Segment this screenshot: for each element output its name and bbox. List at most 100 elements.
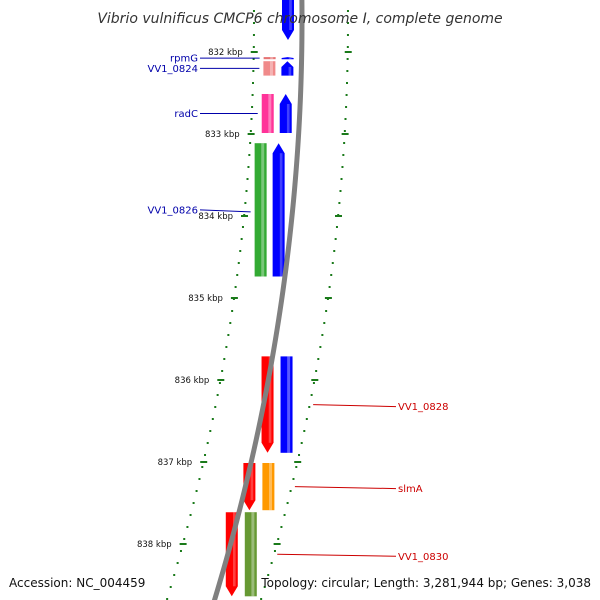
gene-vv1-0826-leader: [199, 209, 251, 213]
ring-dot: [334, 238, 337, 240]
ring-dot: [346, 70, 349, 72]
feature-rings: [225, 0, 294, 597]
ring-dot: [328, 286, 331, 288]
ring-dot: [234, 286, 237, 288]
gene-vv1-0824-cog-block-shade: [269, 61, 273, 76]
ring-dot: [323, 322, 326, 324]
ring-dot: [237, 262, 240, 264]
ring-dot: [229, 322, 232, 324]
gene-slma-cog-block[interactable]: [262, 463, 275, 511]
ring-dot: [252, 82, 255, 84]
ring-dot: [319, 346, 322, 348]
ring-dot: [166, 598, 169, 600]
ring-dot: [189, 514, 192, 516]
gene-vv1-0824-cog-block[interactable]: [263, 61, 276, 76]
ring-dot: [331, 262, 334, 264]
ring-dot: [260, 598, 263, 600]
ring-dot: [214, 406, 217, 408]
ring-dot: [249, 142, 252, 144]
ring-dot: [280, 526, 283, 528]
ring-dot: [252, 34, 255, 36]
ring-dot: [305, 418, 308, 420]
gene-rpmg-arrow[interactable]: [281, 57, 294, 60]
ring-dot: [308, 406, 311, 408]
gene-vv1-0828-cog-block[interactable]: [280, 356, 293, 453]
ring-dot: [339, 190, 342, 192]
ring-dot: [251, 106, 254, 108]
tick-label: 837 kbp: [158, 458, 193, 468]
gene-vv1-0826-label[interactable]: VV1_0826: [148, 205, 199, 216]
gene-vv1-0826-arrow[interactable]: [272, 143, 285, 277]
gene-vv1-0828-cog-block-shade: [287, 356, 291, 453]
ring-dot: [201, 466, 204, 468]
ring-dot: [223, 358, 226, 360]
ring-dot: [338, 202, 341, 204]
gene-vv1-0826-cog-block[interactable]: [254, 143, 267, 277]
gene-vv1-0830-cog-block[interactable]: [244, 512, 257, 597]
genome-backbone: [211, 0, 305, 600]
ring-dot: [335, 226, 338, 228]
gene-rpmg-cog-block[interactable]: [263, 57, 276, 60]
tick-label: 838 kbp: [137, 540, 172, 550]
gene-vv1-0830-arrow-shade: [232, 512, 236, 587]
ring-dot: [241, 226, 244, 228]
ring-dot: [346, 34, 349, 36]
tick-label: 836 kbp: [175, 376, 210, 386]
gene-vv1-0828-label[interactable]: VV1_0828: [398, 402, 449, 413]
ring-dot: [317, 358, 320, 360]
gene-offscreen-top-arrow[interactable]: [281, 0, 294, 40]
gene-vv1-0824-label[interactable]: VV1_0824: [148, 64, 199, 75]
ring-dot: [343, 130, 346, 132]
ring-dot: [248, 154, 251, 156]
ring-dot: [198, 478, 201, 480]
gene-vv1-0824-arrow[interactable]: [281, 61, 294, 76]
gene-radc-cog-block[interactable]: [261, 94, 274, 133]
gene-rpmg-label[interactable]: rpmG: [170, 54, 198, 65]
tick-label: 832 kbp: [208, 48, 243, 58]
ring-dot: [209, 430, 212, 432]
ring-dot: [310, 394, 313, 396]
ring-dot: [321, 334, 324, 336]
ring-dot: [183, 538, 186, 540]
gene-slma-cog-block-shade: [268, 463, 272, 511]
gene-slma-leader: [294, 486, 397, 490]
ring-dot: [186, 526, 189, 528]
ring-dot: [239, 250, 242, 252]
gene-vv1-0826-arrow-shade: [279, 153, 283, 277]
ring-dot: [211, 418, 214, 420]
ring-dot: [330, 274, 333, 276]
accession-text: Accession: NC_004459: [9, 576, 145, 590]
ring-dot: [221, 370, 224, 372]
ring-dot: [346, 10, 349, 12]
ring-dot: [343, 142, 346, 144]
ring-dot: [252, 22, 255, 24]
ring-dot: [340, 178, 343, 180]
gene-radc-arrow-shade: [286, 104, 290, 133]
tick-label: 835 kbp: [188, 294, 223, 304]
ring-dot: [192, 502, 195, 504]
ring-dot: [244, 202, 247, 204]
ring-dot: [346, 22, 349, 24]
tick-marks: 832 kbp 833 kbp 834 kbp 835 kbp 836 kbp 837 k…: [137, 10, 352, 600]
ring-dot: [270, 562, 273, 564]
gene-slma-label[interactable]: slmA: [398, 484, 423, 495]
gene-vv1-0828-leader: [313, 404, 397, 408]
ring-dot: [176, 562, 179, 564]
ring-dot: [312, 382, 315, 384]
gene-offscreen-top-arrow-shade: [289, 0, 292, 30]
ring-dot: [267, 574, 270, 576]
ring-dot: [286, 502, 289, 504]
gene-radc-label[interactable]: radC: [174, 109, 198, 120]
gene-vv1-0830-label[interactable]: VV1_0830: [398, 552, 449, 563]
ring-dot: [346, 46, 349, 48]
ring-dot: [252, 10, 255, 12]
ring-dot: [333, 250, 336, 252]
gene-vv1-0830-leader: [277, 553, 397, 557]
ring-dot: [283, 514, 286, 516]
ring-dot: [252, 58, 255, 60]
tick-label: 833 kbp: [205, 130, 240, 140]
ring-dot: [250, 118, 253, 120]
gene-radc-arrow[interactable]: [279, 94, 292, 133]
